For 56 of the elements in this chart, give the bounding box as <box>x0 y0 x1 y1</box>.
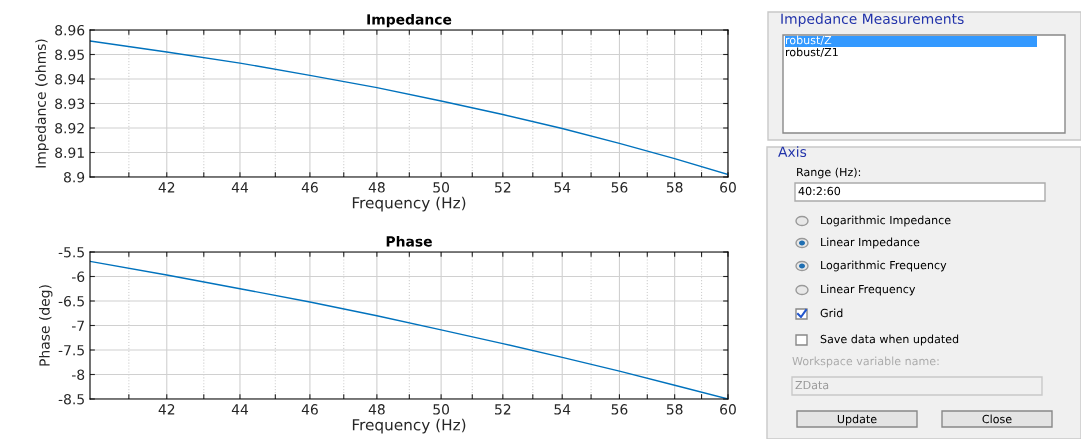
x-tick-label: 52 <box>495 404 511 415</box>
y-axis-title: Phase (deg) <box>39 285 53 366</box>
x-tick-label: 52 <box>495 182 511 193</box>
text: Linear Impedance <box>821 237 920 249</box>
text: Axis <box>778 146 807 158</box>
x-tick-label: 60 <box>720 404 736 415</box>
y-tick-label: -6 <box>71 271 85 282</box>
y-tick-label: 8.9 <box>63 171 85 183</box>
text: Save data when updated <box>820 334 959 346</box>
x-tick-label: 46 <box>301 182 318 193</box>
text: Logarithmic Impedance <box>821 215 951 227</box>
x-tick-label: 58 <box>666 404 683 415</box>
y-tick-label: -8.5 <box>58 393 84 405</box>
y-tick-label: 8.94 <box>55 73 85 85</box>
chart-title: Impedance <box>367 13 452 28</box>
x-tick-label: 54 <box>554 404 571 415</box>
text: Range (Hz): <box>797 167 861 179</box>
text: Update <box>837 414 877 426</box>
x-tick-label: 44 <box>231 182 249 193</box>
x-tick-label: 54 <box>554 182 571 193</box>
y-tick-label: -8 <box>71 369 85 380</box>
y-tick-label: -6.5 <box>58 295 84 307</box>
x-tick-label: 42 <box>158 182 175 193</box>
x-tick-label: 60 <box>720 182 736 193</box>
x-axis-title: Frequency (Hz) <box>352 418 466 434</box>
x-tick-label: 42 <box>158 404 175 415</box>
y-axis-title: Impedance (ohms) <box>35 39 49 168</box>
y-tick-label: 8.93 <box>55 98 85 109</box>
text: Impedance Measurements <box>781 13 964 27</box>
y-tick-label: 8.95 <box>55 49 84 60</box>
y-tick-label: -7 <box>71 320 84 331</box>
text: Logarithmic Frequency <box>821 260 947 272</box>
chart-title: Phase <box>386 235 432 247</box>
x-tick-label: 58 <box>666 182 683 193</box>
y-tick-label: 8.91 <box>55 147 84 158</box>
x-tick-label: 46 <box>301 404 318 415</box>
y-tick-label: -7.5 <box>58 345 84 356</box>
x-tick-label: 48 <box>368 182 385 193</box>
x-axis-title: Frequency (Hz) <box>352 196 466 212</box>
text: Linear Frequency <box>821 284 916 296</box>
x-tick-label: 56 <box>611 404 628 415</box>
y-tick-label: -5.5 <box>58 247 84 258</box>
text: robust/Z <box>786 35 832 46</box>
text: Grid <box>820 308 843 318</box>
text: Workspace variable name: <box>792 356 939 368</box>
y-tick-label: 8.92 <box>55 122 84 134</box>
text: Close <box>982 414 1012 424</box>
x-tick-label: 50 <box>433 404 450 415</box>
text: 40:2:60 <box>798 186 841 196</box>
text: ZData <box>795 380 829 390</box>
x-tick-label: 50 <box>433 182 450 193</box>
x-tick-label: 44 <box>231 404 249 415</box>
y-tick-label: 8.96 <box>55 24 85 36</box>
x-tick-label: 48 <box>368 404 385 415</box>
x-tick-label: 56 <box>611 182 628 193</box>
text: robust/Z1 <box>786 47 838 58</box>
